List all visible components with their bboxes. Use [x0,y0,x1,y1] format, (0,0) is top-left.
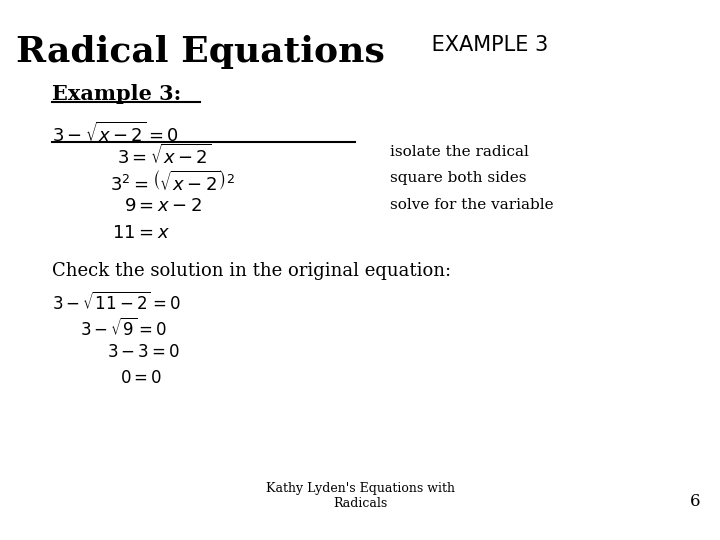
Text: 6: 6 [690,493,700,510]
Text: $3 - 3 = 0$: $3 - 3 = 0$ [107,344,181,361]
Text: solve for the variable: solve for the variable [390,198,554,212]
Text: $3 - \sqrt{11-2} = 0$: $3 - \sqrt{11-2} = 0$ [52,292,181,314]
Text: $0 = 0$: $0 = 0$ [120,370,163,387]
Text: Example 3:: Example 3: [52,84,181,104]
Text: $3 - \sqrt{9} = 0$: $3 - \sqrt{9} = 0$ [80,318,167,340]
Text: isolate the radical: isolate the radical [390,145,529,159]
Text: $3^2 = \left(\sqrt{x-2}\right)^2$: $3^2 = \left(\sqrt{x-2}\right)^2$ [110,170,235,195]
Text: $9 = x - 2$: $9 = x - 2$ [124,197,202,215]
Text: EXAMPLE 3: EXAMPLE 3 [425,35,548,55]
Text: Kathy Lyden's Equations with
Radicals: Kathy Lyden's Equations with Radicals [266,482,454,510]
Text: square both sides: square both sides [390,171,526,185]
Text: $11 = x$: $11 = x$ [112,224,170,242]
Text: Check the solution in the original equation:: Check the solution in the original equat… [52,262,451,280]
Text: $3 - \sqrt{x-2} = 0$: $3 - \sqrt{x-2} = 0$ [52,122,179,146]
Text: Radical Equations: Radical Equations [16,35,384,69]
Text: $3 = \sqrt{x-2}$: $3 = \sqrt{x-2}$ [117,144,212,168]
